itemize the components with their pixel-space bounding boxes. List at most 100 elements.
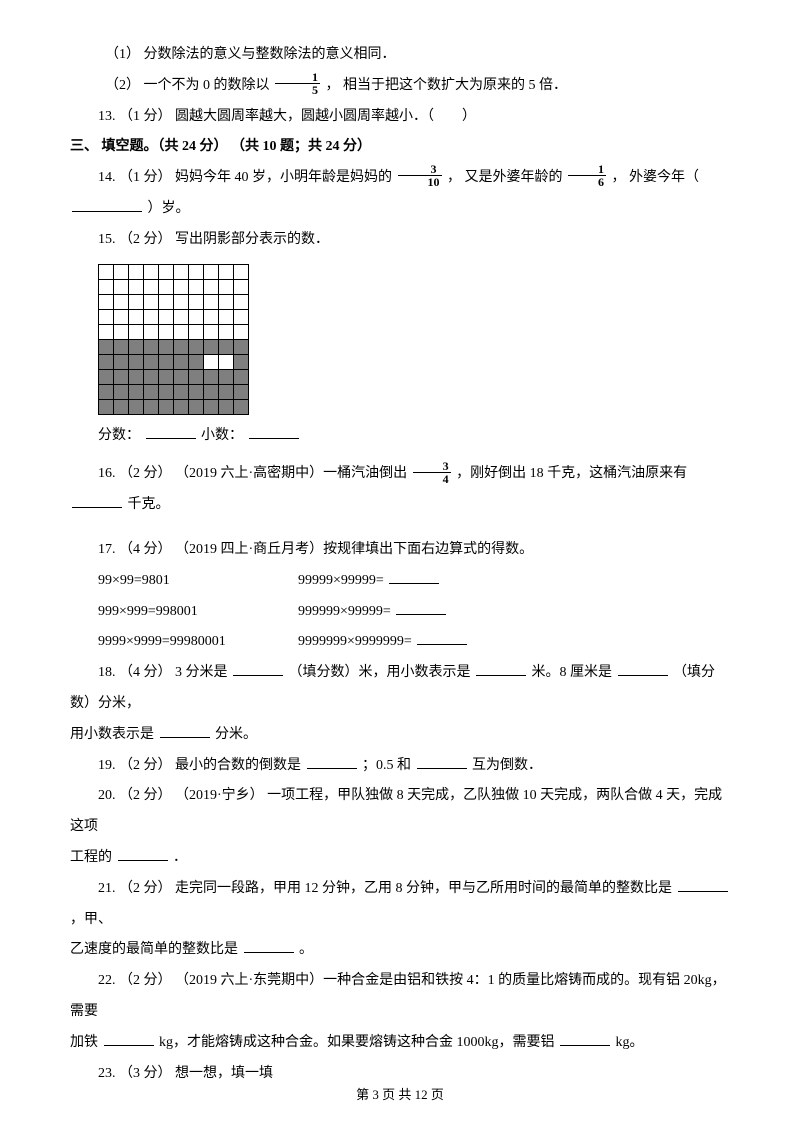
blank-input[interactable]	[560, 1032, 610, 1046]
fraction-3-4: 3 4	[413, 460, 451, 485]
grid-cell	[129, 309, 144, 324]
blank-input[interactable]	[244, 939, 294, 953]
grid-cell	[114, 339, 129, 354]
blank-input[interactable]	[72, 198, 142, 212]
shaded-grid	[98, 264, 249, 415]
grid-cell	[234, 339, 249, 354]
q15: 15. （2 分） 写出阴影部分表示的数．	[70, 225, 730, 256]
grid-cell	[159, 279, 174, 294]
q18-line1: 18. （4 分） 3 分米是 （填分数）米，用小数表示是 米。8 厘米是 （填…	[70, 658, 730, 720]
blank-input[interactable]	[72, 494, 122, 508]
grid-cell	[174, 309, 189, 324]
frac-den: 10	[398, 175, 442, 188]
q17-r1-wrap: 99999×99999=	[270, 566, 730, 597]
grid-cell	[174, 369, 189, 384]
grid-cell	[219, 399, 234, 414]
grid-cell	[159, 294, 174, 309]
q16-b: ，刚好倒出 18 千克，这桶汽油原来有	[456, 466, 687, 481]
grid-cell	[144, 279, 159, 294]
blank-input[interactable]	[307, 755, 357, 769]
grid-cell	[189, 264, 204, 279]
q18-c: 米。8 厘米是	[532, 665, 613, 680]
blank-input[interactable]	[249, 425, 299, 439]
q17-row3: 9999×9999=99980001 9999999×9999999=	[70, 627, 730, 658]
grid-cell	[114, 264, 129, 279]
grid-cell	[204, 309, 219, 324]
grid-cell	[99, 324, 114, 339]
grid-cell	[159, 384, 174, 399]
blank-input[interactable]	[417, 631, 467, 645]
grid-cell	[204, 399, 219, 414]
q20-line1: 20. （2 分） （2019·宁乡） 一项工程，甲队独做 8 天完成，乙队独做…	[70, 781, 730, 843]
grid-cell	[189, 399, 204, 414]
frac-num: 3	[398, 163, 442, 175]
q15-fraction-label: 分数：	[98, 428, 140, 443]
grid-cell	[144, 354, 159, 369]
grid-cell	[189, 339, 204, 354]
q16-a: 16. （2 分） （2019 六上·高密期中）一桶汽油倒出	[98, 466, 407, 481]
grid-cell	[204, 369, 219, 384]
q17-r3-wrap: 9999999×9999999=	[270, 627, 730, 658]
q21-line1: 21. （2 分） 走完同一段路，甲用 12 分钟，乙用 8 分钟，甲与乙所用时…	[70, 874, 730, 936]
blank-input[interactable]	[146, 425, 196, 439]
grid-cell	[174, 279, 189, 294]
grid-cell	[114, 384, 129, 399]
grid-cell	[129, 279, 144, 294]
q17-row1: 99×99=9801 99999×99999=	[70, 566, 730, 597]
grid-cell	[99, 384, 114, 399]
grid-cell	[189, 294, 204, 309]
blank-input[interactable]	[618, 662, 668, 676]
q-sub1: （1） 分数除法的意义与整数除法的意义相同．	[70, 40, 730, 71]
blank-input[interactable]	[396, 601, 446, 615]
grid-cell	[234, 294, 249, 309]
frac-num: 1	[275, 71, 320, 83]
q17-row2: 999×999=998001 999999×99999=	[70, 597, 730, 628]
blank-input[interactable]	[417, 755, 467, 769]
frac-num: 1	[568, 163, 606, 175]
grid-cell	[204, 339, 219, 354]
q18-a: 18. （4 分） 3 分米是	[98, 665, 228, 680]
blank-input[interactable]	[160, 724, 210, 738]
grid-cell	[114, 279, 129, 294]
grid-cell	[189, 384, 204, 399]
q19: 19. （2 分） 最小的合数的倒数是 ；0.5 和 互为倒数．	[70, 751, 730, 782]
grid-cell	[234, 369, 249, 384]
blank-input[interactable]	[389, 570, 439, 584]
grid-cell	[174, 264, 189, 279]
q-sub2-a: （2） 一个不为 0 的数除以	[105, 78, 270, 93]
q20-line2: 工程的 ．	[70, 843, 730, 874]
q17-l3: 9999×9999=99980001	[70, 627, 270, 658]
grid-cell	[234, 324, 249, 339]
grid-cell	[219, 354, 234, 369]
grid-cell	[114, 324, 129, 339]
grid-cell	[219, 279, 234, 294]
grid-cell	[174, 339, 189, 354]
q22-b: 加铁	[70, 1035, 98, 1050]
blank-input[interactable]	[476, 662, 526, 676]
grid-cell	[144, 384, 159, 399]
q18-line2: 用小数表示是 分米。	[70, 720, 730, 751]
q18-e: 用小数表示是	[70, 727, 154, 742]
q15-decimal-label: 小数：	[201, 428, 243, 443]
blank-input[interactable]	[233, 662, 283, 676]
grid-cell	[219, 294, 234, 309]
section-3-heading: 三、 填空题。（共 24 分） （共 10 题；共 24 分）	[70, 132, 730, 163]
blank-input[interactable]	[678, 878, 728, 892]
blank-input[interactable]	[118, 847, 168, 861]
grid-cell	[99, 294, 114, 309]
q14-a: 14. （1 分） 妈妈今年 40 岁，小明年龄是妈妈的	[98, 170, 392, 185]
grid-cell	[204, 264, 219, 279]
grid-cell	[144, 339, 159, 354]
page-footer: 第 3 页 共 12 页	[0, 1081, 800, 1110]
q19-b: ；0.5 和	[362, 758, 411, 773]
grid-cell	[114, 369, 129, 384]
grid-cell	[219, 264, 234, 279]
q21-b: ，甲、	[70, 912, 112, 927]
grid-cell	[204, 324, 219, 339]
grid-cell	[99, 279, 114, 294]
q21-a: 21. （2 分） 走完同一段路，甲用 12 分钟，乙用 8 分钟，甲与乙所用时…	[98, 881, 672, 896]
frac-den: 4	[413, 472, 451, 485]
blank-input[interactable]	[104, 1032, 154, 1046]
grid-cell	[129, 399, 144, 414]
grid-cell	[204, 279, 219, 294]
